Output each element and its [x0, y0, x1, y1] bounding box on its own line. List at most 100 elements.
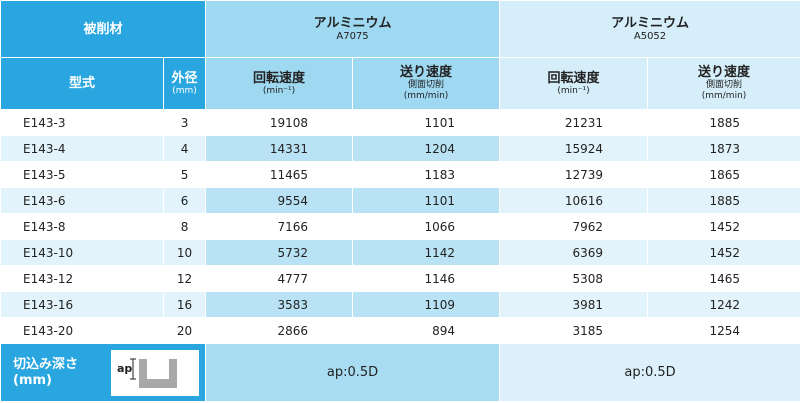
a5052-feed-cell: 1465 — [647, 265, 800, 292]
a5052-speed-cell: 3981 — [499, 291, 649, 318]
ap-symbol: ap — [117, 362, 132, 375]
dia-cell: 20 — [162, 317, 207, 344]
a7075-speed-header: 回転速度 (min⁻¹) — [205, 57, 354, 110]
table-row: E143-20 20 2866 894 3185 1254 — [0, 317, 800, 344]
model-cell: E143-20 — [0, 317, 164, 344]
table-row: E143-12 12 4777 1146 5308 1465 — [0, 265, 800, 292]
a5052-speed-cell: 15924 — [499, 135, 649, 162]
group-a5052-grade: A5052 — [633, 30, 667, 42]
model-cell: E143-4 — [0, 135, 164, 162]
dia-label: 外径 — [171, 70, 198, 86]
depth-of-cut-row: 切込み深さ (mm) ap ap:0.5D ap:0.5D — [0, 343, 800, 402]
a5052-feed-cell: 1885 — [647, 187, 800, 214]
a7075-speed-cell: 9554 — [205, 187, 354, 214]
a7075-speed-cell: 3583 — [205, 291, 354, 318]
model-cell: E143-3 — [0, 109, 164, 136]
a5052-speed-cell: 10616 — [499, 187, 649, 214]
dia-cell: 8 — [162, 213, 207, 240]
a7075-feed-cell: 894 — [352, 317, 501, 344]
a5052-feed-cell: 1873 — [647, 135, 800, 162]
feed-label: 送り速度 — [698, 65, 751, 80]
a7075-feed-header: 送り速度 側面切削 (mm/min) — [352, 57, 501, 110]
depth-label-line1: 切込み深さ — [13, 356, 79, 372]
group-a7075-grade: A7075 — [336, 30, 369, 42]
table-row: E143-3 3 19108 1101 21231 1885 — [0, 109, 800, 136]
dia-cell: 5 — [162, 161, 207, 188]
type-label: 型式 — [0, 57, 164, 110]
a7075-speed-cell: 14331 — [205, 135, 354, 162]
table-row: E143-16 16 3583 1109 3981 1242 — [0, 291, 800, 318]
model-cell: E143-5 — [0, 161, 164, 188]
dia-cell: 3 — [162, 109, 207, 136]
model-cell: E143-6 — [0, 187, 164, 214]
a7075-feed-cell: 1204 — [352, 135, 501, 162]
a5052-feed-cell: 1242 — [647, 291, 800, 318]
header-row-material: 被削材 アルミニウム A7075 アルミニウム A5052 — [0, 0, 800, 58]
model-cell: E143-16 — [0, 291, 164, 318]
a5052-feed-cell: 1254 — [647, 317, 800, 344]
material-label: 被削材 — [0, 0, 207, 58]
speed-label: 回転速度 — [547, 70, 600, 86]
a5052-depth-cell: ap:0.5D — [499, 343, 800, 402]
dia-cell: 10 — [162, 239, 207, 266]
table-row: E143-6 6 9554 1101 10616 1885 — [0, 187, 800, 214]
dia-cell: 4 — [162, 135, 207, 162]
a7075-speed-cell: 7166 — [205, 213, 354, 240]
table-row: E143-4 4 14331 1204 15924 1873 — [0, 135, 800, 162]
a5052-speed-cell: 6369 — [499, 239, 649, 266]
a7075-feed-cell: 1142 — [352, 239, 501, 266]
a7075-feed-cell: 1101 — [352, 187, 501, 214]
group-a5052-header: アルミニウム A5052 — [499, 0, 800, 58]
a7075-speed-cell: 19108 — [205, 109, 354, 136]
group-a7075-name: アルミニウム — [313, 15, 392, 31]
dia-cell: 6 — [162, 187, 207, 214]
a5052-feed-cell: 1865 — [647, 161, 800, 188]
a7075-feed-cell: 1146 — [352, 265, 501, 292]
slot-depth-diagram-icon: ap — [111, 349, 200, 396]
a5052-feed-cell: 1885 — [647, 109, 800, 136]
dia-header: 外径 (mm) — [162, 57, 207, 110]
a7075-speed-cell: 11465 — [205, 161, 354, 188]
dia-cell: 16 — [162, 291, 207, 318]
table-row: E143-10 10 5732 1142 6369 1452 — [0, 239, 800, 266]
feed-note: 側面切削 — [408, 80, 445, 90]
dia-cell: 12 — [162, 265, 207, 292]
a5052-speed-cell: 5308 — [499, 265, 649, 292]
feed-note: 側面切削 — [706, 80, 743, 90]
depth-label-line2: (mm) — [13, 372, 52, 388]
speed-unit: (min⁻¹) — [557, 85, 590, 96]
a7075-speed-cell: 2866 — [205, 317, 354, 344]
a5052-feed-cell: 1452 — [647, 239, 800, 266]
a5052-feed-header: 送り速度 側面切削 (mm/min) — [647, 57, 800, 110]
table-row: E143-5 5 11465 1183 12739 1865 — [0, 161, 800, 188]
header-row-columns: 型式 外径 (mm) 回転速度 (min⁻¹) 送り速度 側面切削 (mm/mi… — [0, 57, 800, 110]
a5052-speed-cell: 12739 — [499, 161, 649, 188]
model-cell: E143-12 — [0, 265, 164, 292]
feed-unit: (mm/min) — [701, 91, 747, 101]
a7075-feed-cell: 1109 — [352, 291, 501, 318]
a5052-speed-cell: 3185 — [499, 317, 649, 344]
a7075-speed-cell: 4777 — [205, 265, 354, 292]
speed-label: 回転速度 — [253, 70, 306, 86]
model-cell: E143-8 — [0, 213, 164, 240]
a7075-feed-cell: 1101 — [352, 109, 501, 136]
group-a7075-header: アルミニウム A7075 — [205, 0, 501, 58]
model-cell: E143-10 — [0, 239, 164, 266]
group-a5052-name: アルミニウム — [611, 15, 689, 31]
a7075-speed-cell: 5732 — [205, 239, 354, 266]
depth-of-cut-header: 切込み深さ (mm) ap — [0, 343, 207, 402]
feed-label: 送り速度 — [400, 65, 453, 80]
a7075-feed-cell: 1066 — [352, 213, 501, 240]
a5052-speed-header: 回転速度 (min⁻¹) — [499, 57, 649, 110]
a5052-feed-cell: 1452 — [647, 213, 800, 240]
dia-unit: (mm) — [172, 85, 197, 96]
a7075-depth-cell: ap:0.5D — [205, 343, 501, 402]
a7075-feed-cell: 1183 — [352, 161, 501, 188]
speed-unit: (min⁻¹) — [262, 85, 296, 96]
a5052-speed-cell: 7962 — [499, 213, 649, 240]
table-row: E143-8 8 7166 1066 7962 1452 — [0, 213, 800, 240]
a5052-speed-cell: 21231 — [499, 109, 649, 136]
depth-of-cut-label: 切込み深さ (mm) — [13, 357, 78, 389]
feed-unit: (mm/min) — [403, 91, 449, 101]
